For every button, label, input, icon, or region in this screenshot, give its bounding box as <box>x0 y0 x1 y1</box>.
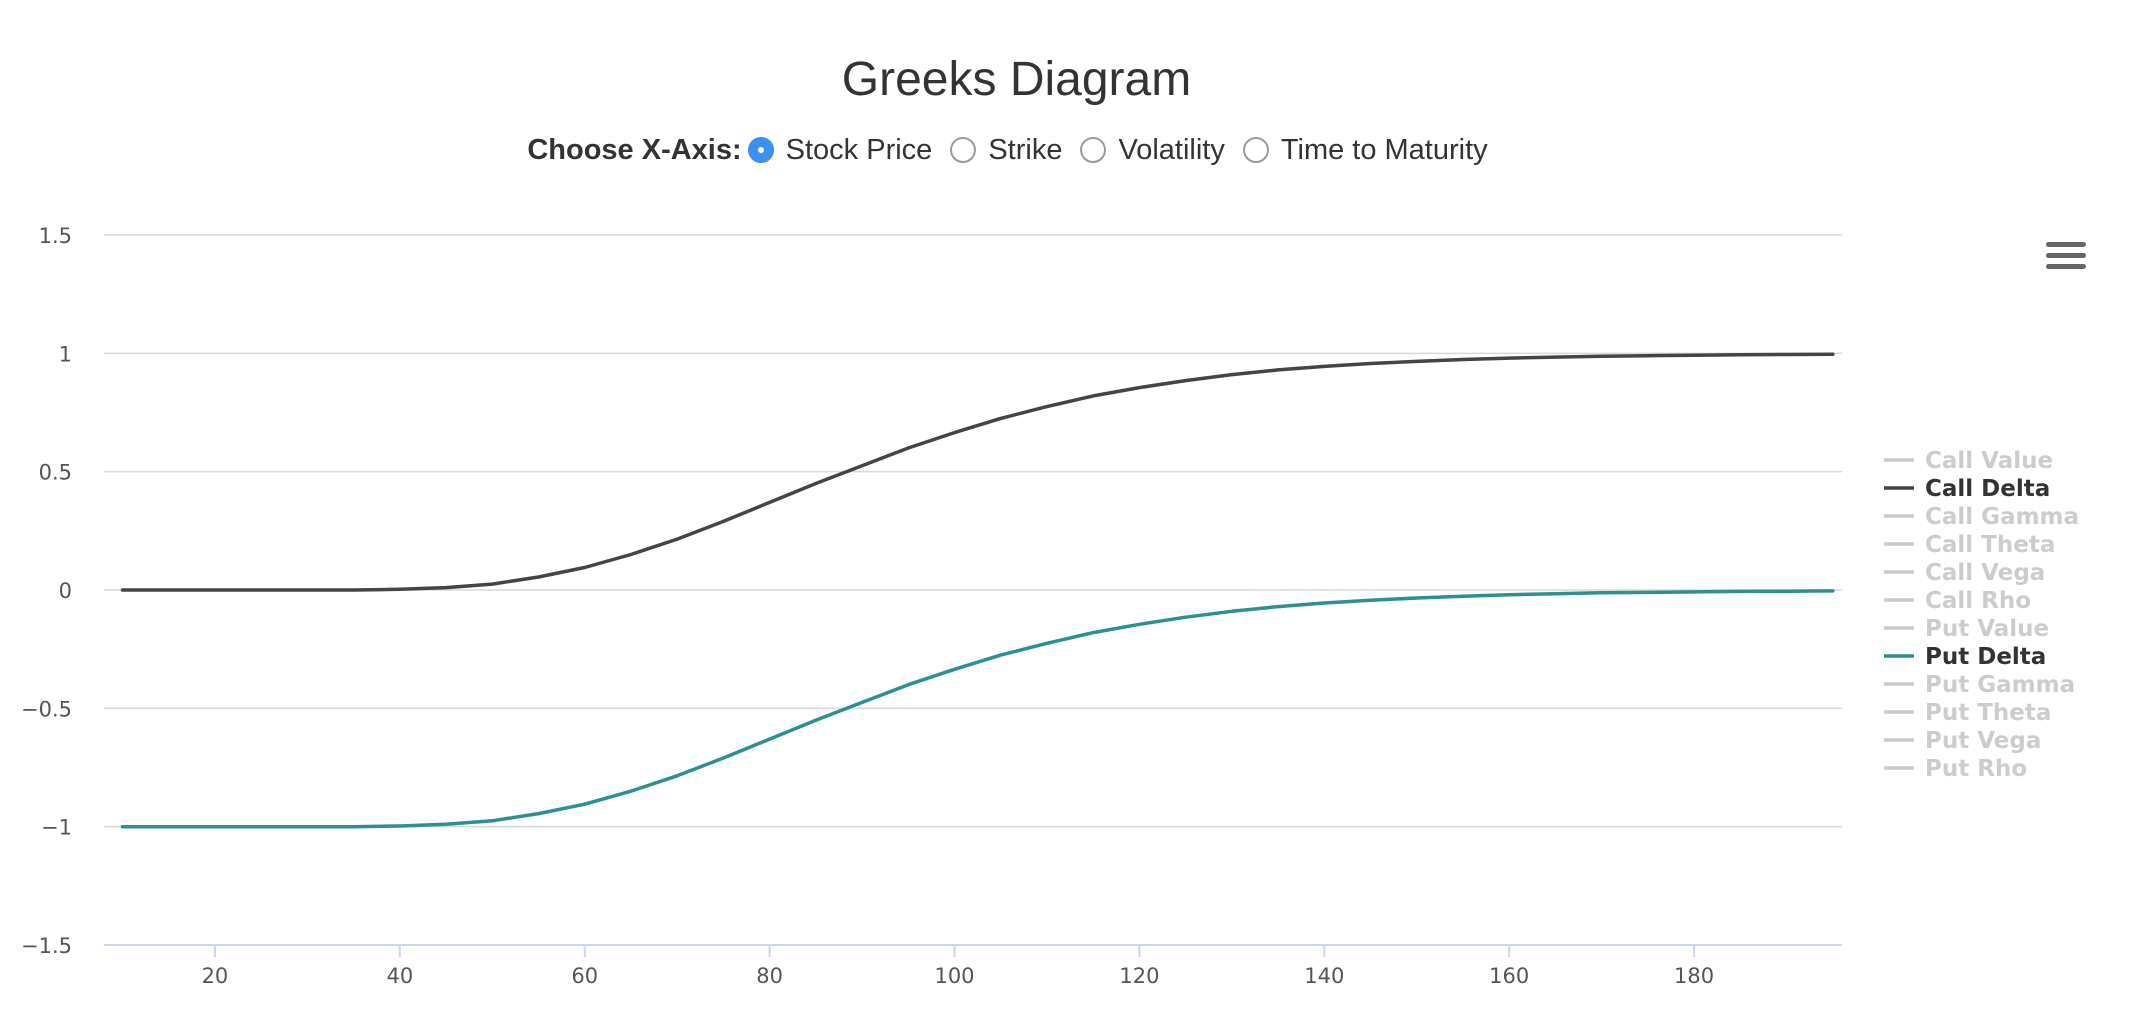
radio-time-to-maturity[interactable]: Time to Maturity <box>1242 133 1488 167</box>
y-tick-label: −1 <box>41 816 72 840</box>
legend-label: Call Vega <box>1925 560 2045 586</box>
x-axis-chooser: Choose X-Axis: Stock Price Strike Volati… <box>0 128 2033 172</box>
y-tick-label: 0 <box>59 579 72 603</box>
radio-stock-price[interactable]: Stock Price <box>747 133 933 167</box>
grid-lines <box>104 234 1842 946</box>
radio-strike[interactable]: Strike <box>950 134 1062 167</box>
radio-button-time-to-maturity[interactable] <box>1242 137 1269 163</box>
x-tick-label: 40 <box>386 964 413 988</box>
radio-button-strike[interactable] <box>950 137 977 163</box>
y-tick-label: 1 <box>59 342 72 366</box>
axes: 1.5 1 0.5 0 −0.5 −1 −1.5 20 40 60 80 100 120 140 160 18… <box>21 224 1842 988</box>
legend-label: Put Delta <box>1925 644 2046 670</box>
chart-title: Greeks Diagram <box>841 53 1192 106</box>
radio-button-volatility[interactable] <box>1080 137 1107 163</box>
radio-volatility[interactable]: Volatility <box>1080 133 1225 167</box>
legend-label: Put Rho <box>1925 756 2027 782</box>
legend-item-put-vega[interactable]: Put Vega <box>1884 728 2041 754</box>
legend-label: Call Rho <box>1925 588 2031 614</box>
x-tick-label: 20 <box>202 964 229 988</box>
x-tick-label: 120 <box>1119 964 1159 988</box>
radio-label-strike: Strike <box>988 133 1063 166</box>
radio-label-stock-price: Stock Price <box>785 133 933 166</box>
legend-item-call-rho[interactable]: Call Rho <box>1884 588 2031 614</box>
y-tick-label: −0.5 <box>21 697 72 721</box>
legend-item-call-delta[interactable]: Call Delta <box>1884 476 2050 502</box>
legend-item-call-gamma[interactable]: Call Gamma <box>1884 504 2079 530</box>
x-tick-label: 180 <box>1674 964 1714 988</box>
radio-label-time-to-maturity: Time to Maturity <box>1280 133 1488 166</box>
legend-item-put-gamma[interactable]: Put Gamma <box>1884 672 2075 698</box>
x-tick-label: 140 <box>1304 964 1344 988</box>
legend-item-put-rho[interactable]: Put Rho <box>1884 756 2027 782</box>
x-tick-label: 60 <box>571 964 598 988</box>
series-line-call-delta <box>120 352 1835 592</box>
legend-label: Call Delta <box>1925 476 2050 502</box>
legend-label: Call Theta <box>1925 532 2055 558</box>
y-tick-label: 1.5 <box>39 224 72 248</box>
series-line-put-delta <box>120 589 1835 829</box>
radio-button-stock-price[interactable] <box>747 137 774 163</box>
menu-bar <box>2046 242 2086 247</box>
legend-label: Call Value <box>1925 448 2053 474</box>
legend-item-put-theta[interactable]: Put Theta <box>1884 700 2051 726</box>
x-axis-chooser-label: Choose X-Axis: <box>527 133 742 166</box>
menu-bar <box>2046 264 2086 269</box>
x-tick-label: 160 <box>1489 964 1529 988</box>
series-lines <box>120 352 1835 829</box>
legend-label: Put Value <box>1925 616 2049 642</box>
menu-bar <box>2046 253 2086 258</box>
legend-item-put-delta[interactable]: Put Delta <box>1884 644 2046 670</box>
y-tick-label: −1.5 <box>21 934 72 958</box>
x-tick-label: 80 <box>756 964 783 988</box>
y-tick-label: 0.5 <box>39 461 72 485</box>
x-tick-label: 100 <box>934 964 974 988</box>
legend-item-call-theta[interactable]: Call Theta <box>1884 532 2055 558</box>
legend-item-call-value[interactable]: Call Value <box>1884 448 2053 474</box>
legend-item-call-vega[interactable]: Call Vega <box>1884 560 2045 586</box>
radio-label-volatility: Volatility <box>1118 133 1225 166</box>
hamburger-menu-icon[interactable] <box>2046 242 2086 276</box>
legend-label: Put Theta <box>1925 700 2051 726</box>
legend-label: Put Vega <box>1925 728 2041 754</box>
legend-label: Put Gamma <box>1925 672 2075 698</box>
legend-item-put-value[interactable]: Put Value <box>1884 616 2049 642</box>
legend-label: Call Gamma <box>1925 504 2079 530</box>
